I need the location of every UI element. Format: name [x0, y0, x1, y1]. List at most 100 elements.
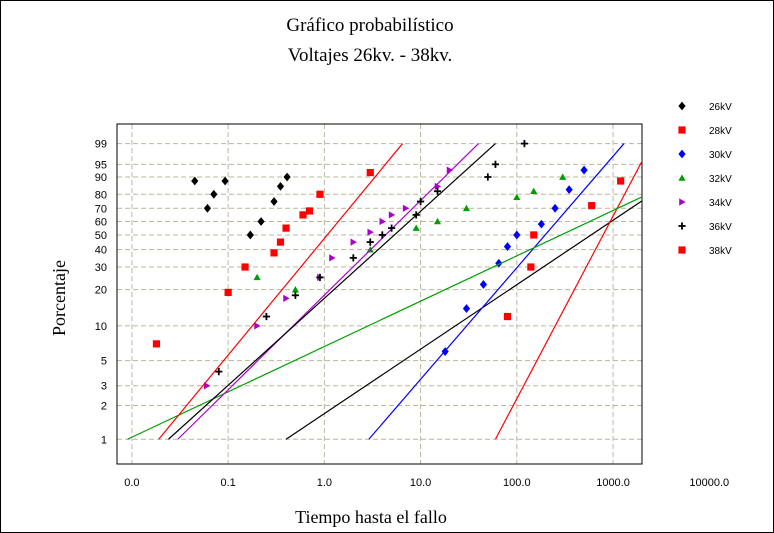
data-point-38kv [241, 263, 249, 271]
data-point-36kv [316, 273, 324, 281]
series-28kv [494, 159, 642, 440]
legend-item-38kv: 38kV [678, 246, 732, 257]
data-point-36kv [484, 173, 492, 181]
data-point-32kv [559, 173, 567, 180]
data-point-26kv [210, 189, 218, 199]
data-point-28kv [617, 177, 625, 185]
data-point-34kv [329, 254, 336, 262]
data-point-38kv [316, 190, 324, 198]
y-tick-label: 80 [95, 189, 107, 201]
data-point-36kv [491, 160, 500, 168]
y-tick-label: 50 [95, 230, 107, 242]
series-30kv [368, 143, 625, 440]
legend-marker-32kv [678, 174, 686, 181]
data-point-34kv [388, 211, 396, 219]
series-26kv [191, 172, 642, 440]
data-point-36kv [388, 224, 396, 232]
legend-item-36kv: 36kV [678, 222, 732, 233]
y-tick-label: 3 [101, 381, 107, 393]
legend-label-32kv: 32kV [709, 174, 732, 185]
x-tick-label: 0.0 [124, 477, 139, 489]
data-point-26kv [276, 181, 285, 191]
data-point-36kv [366, 238, 374, 246]
legend-marker-38kv [678, 246, 686, 254]
data-point-34kv [203, 382, 211, 390]
plot-box [116, 123, 643, 465]
data-point-38kv [305, 207, 314, 215]
data-point-32kv [291, 286, 299, 293]
data-point-30kv [513, 230, 521, 240]
data-point-36kv [215, 368, 223, 376]
x-tick-label: 10000.0 [689, 477, 729, 489]
legend-item-28kv: 28kV [678, 126, 732, 137]
data-point-28kv [503, 312, 512, 321]
x-tick-label: 1000.0 [596, 477, 630, 489]
data-point-32kv [530, 187, 538, 195]
data-point-30kv [580, 165, 588, 175]
legend-label-26kv: 26kV [709, 102, 732, 113]
data-point-26kv [246, 230, 254, 240]
data-point-38kv [152, 340, 161, 348]
y-tick-label: 2 [101, 401, 107, 413]
y-tick-label: 95 [95, 159, 107, 171]
data-point-38kv [270, 249, 278, 257]
y-tick-label: 60 [95, 216, 107, 228]
data-point-28kv [588, 202, 596, 210]
y-tick-label: 30 [95, 262, 107, 274]
legend-item-26kv: 26kV [678, 101, 732, 113]
data-point-34kv [350, 238, 357, 246]
data-point-34kv [446, 166, 454, 174]
data-point-34kv [402, 204, 410, 212]
x-tick-label: 0.1 [220, 477, 235, 489]
chart-title: Gráfico probabilístico [286, 15, 453, 36]
series-36kv [168, 139, 529, 440]
data-point-26kv [270, 197, 278, 206]
data-point-26kv [203, 203, 212, 213]
fit-line-32kv [127, 196, 642, 440]
data-point-26kv [191, 176, 199, 186]
series-32kv [127, 173, 642, 440]
legend-label-36kv: 36kV [709, 222, 732, 233]
data-point-36kv [378, 231, 386, 239]
data-point-26kv [257, 217, 265, 226]
y-tick-label: 99 [95, 139, 107, 151]
y-tick-label: 10 [95, 321, 107, 333]
data-point-36kv [291, 291, 299, 299]
data-point-30kv [462, 304, 471, 313]
fit-line-38kv [158, 143, 404, 440]
data-point-30kv [441, 347, 449, 356]
data-point-34kv [379, 217, 386, 226]
data-point-30kv [551, 203, 559, 213]
legend-item-32kv: 32kV [678, 174, 732, 185]
data-point-32kv [253, 273, 261, 281]
legend-label-30kv: 30kV [709, 150, 732, 161]
series-34kv [177, 143, 479, 440]
fit-line-30kv [368, 143, 625, 440]
data-point-32kv [433, 217, 442, 225]
legend-label-34kv: 34kV [709, 198, 732, 209]
data-point-36kv [349, 254, 357, 262]
data-point-26kv [221, 176, 229, 186]
fit-line-28kv [494, 159, 642, 440]
data-point-28kv [530, 231, 538, 239]
legend-item-30kv: 30kV [678, 149, 732, 161]
legend-marker-26kv [678, 101, 686, 111]
data-point-36kv [416, 197, 425, 206]
data-point-38kv [224, 288, 232, 297]
data-point-38kv [366, 168, 374, 177]
data-point-32kv [412, 224, 420, 231]
data-point-34kv [367, 228, 374, 236]
data-point-26kv [283, 172, 291, 182]
data-point-34kv [283, 294, 290, 302]
y-tick-label: 90 [95, 172, 107, 184]
legend-marker-36kv [678, 222, 686, 230]
y-tick-label: 70 [95, 203, 107, 215]
y-tick-label: 20 [95, 285, 107, 297]
y-axis-label: Porcentaje [49, 260, 69, 336]
data-point-38kv [276, 238, 285, 246]
y-tick-label: 40 [95, 245, 107, 257]
fit-line-36kv [168, 143, 496, 440]
